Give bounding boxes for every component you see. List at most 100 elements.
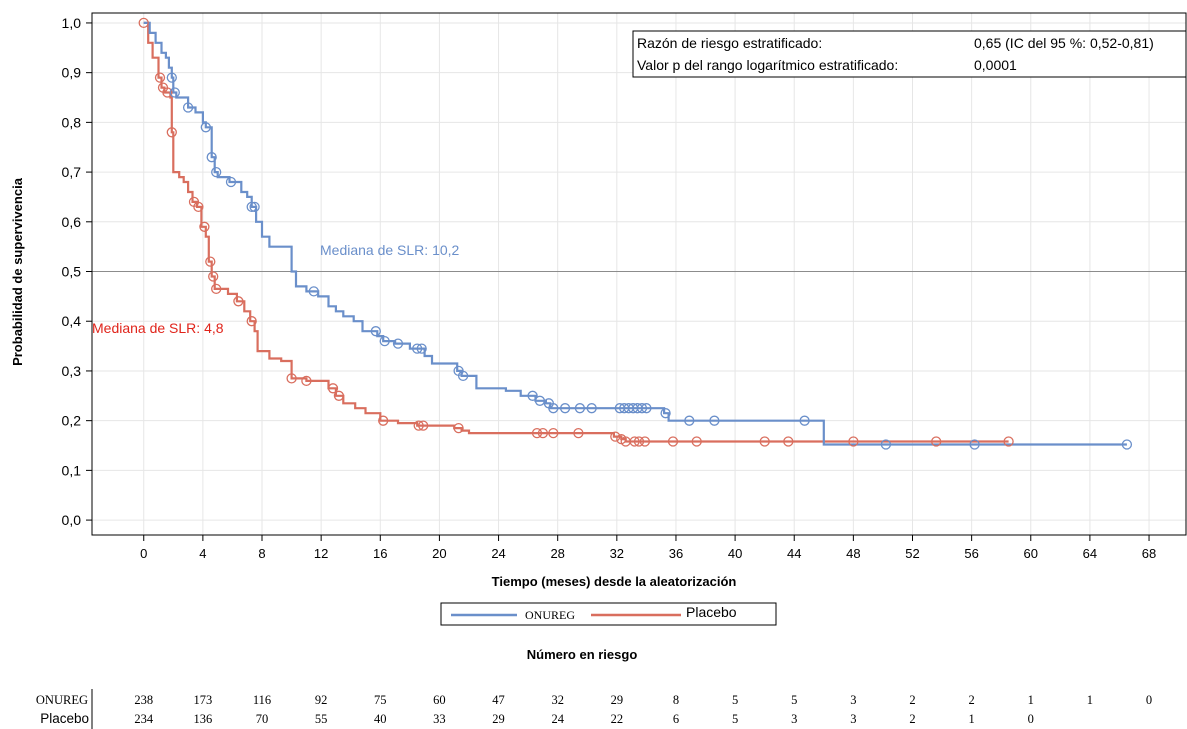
placebo-censor-mark [193,201,204,213]
placebo-censor-mark [413,420,424,431]
risk-value-placebo: 0 [1028,712,1034,726]
risk-value-onureg: 32 [551,693,564,707]
risk-value-onureg: 173 [194,693,213,707]
onureg-censor-mark [370,326,381,337]
placebo-censor-mark [531,427,543,439]
placebo-censor-mark [233,296,244,307]
x-tick-label: 52 [905,546,919,561]
placebo-censor-mark [629,436,640,447]
risk-value-onureg: 47 [492,693,505,707]
placebo-censor-mark [931,436,942,447]
x-axis-ticks: 0 4 8 12 16 20 24 28 32 36 40 44 48 52 56 60 64 68 [140,535,1156,561]
x-tick-label: 60 [1024,546,1038,561]
placebo-censor-mark [573,427,584,439]
x-tick-label: 12 [314,546,328,561]
onureg-censor-mark [586,403,597,414]
onureg-censor-mark [660,408,671,419]
placebo-censor-mark [162,87,173,98]
onureg-censor-mark [169,87,180,98]
onureg-censor-mark [548,403,559,414]
risk-value-onureg: 8 [673,693,679,707]
risk-value-onureg: 2 [909,693,915,707]
onureg-censor-mark [249,201,260,213]
onureg-censor-mark [880,439,892,450]
x-axis-title: Tiempo (meses) desde la aleatorización [492,574,737,589]
legend-onureg-label: ONUREG [525,608,575,622]
risk-value-onureg: 116 [253,693,271,707]
risk-value-onureg: 238 [134,693,153,707]
onureg-censor-mark [416,343,427,354]
risk-value-placebo: 234 [134,712,154,726]
risk-row-label-onureg: ONUREG [36,693,88,707]
placebo-censor-mark [783,436,794,447]
risk-value-placebo: 3 [850,712,856,726]
placebo-censor-mark [759,436,770,447]
x-tick-label: 48 [846,546,860,561]
risk-value-placebo: 22 [611,712,624,726]
placebo-censor-mark [166,127,177,138]
x-tick-label: 16 [373,546,387,561]
onureg-censor-mark [684,415,695,426]
onureg-censor-mark [379,335,390,347]
onureg-censor-mark [166,72,177,83]
y-tick-label: 0,2 [62,413,82,429]
x-tick-label: 8 [258,546,265,561]
x-tick-label: 68 [1142,546,1156,561]
placebo-censor-mark [154,72,166,83]
risk-value-onureg: 1 [1028,693,1034,707]
y-tick-label: 0,3 [62,363,82,379]
onureg-median-label: Mediana de SLR: 10,2 [320,242,460,258]
placebo-censor-mark [537,427,549,439]
placebo-censor-mark [418,420,429,431]
placebo-censor-mark [639,436,651,447]
placebo-curve [143,21,1009,443]
placebo-censor-mark [246,316,257,327]
placebo-censor-mark [1003,436,1014,447]
legend: ONUREG Placebo [440,602,777,626]
y-tick-label: 0,8 [62,114,82,130]
placebo-median-label: Mediana de SLR: 4,8 [92,320,224,336]
grid-lines [92,13,1186,535]
risk-value-placebo: 5 [732,712,738,726]
placebo-censor-mark [610,431,621,442]
risk-value-onureg: 5 [791,693,797,707]
y-axis-title: Probabilidad de supervivencia [10,177,25,366]
x-tick-label: 64 [1083,546,1097,561]
series-layer [143,21,1127,446]
onureg-censor-mark [392,338,404,349]
x-tick-label: 24 [491,546,505,561]
risk-value-placebo: 2 [909,712,915,726]
risk-value-placebo: 3 [791,712,797,726]
y-tick-label: 0,6 [62,214,82,230]
y-tick-label: 0,9 [62,65,82,81]
x-tick-label: 36 [669,546,683,561]
stats-p-value: 0,0001 [974,57,1017,73]
stats-box: Razón de riesgo estratificado: 0,65 (IC … [632,30,1187,78]
stats-box-frame [632,30,1187,78]
y-tick-label: 0,5 [62,264,82,280]
onureg-censor-mark [200,122,211,133]
placebo-censor-mark [453,422,464,434]
y-tick-label: 0,0 [62,512,82,528]
onureg-censor-mark [308,286,319,297]
onureg-censor-mark [211,166,222,178]
x-tick-label: 4 [199,546,206,561]
risk-value-placebo: 55 [315,712,328,726]
onureg-censor-mark [799,415,810,426]
placebo-censor-mark [333,390,345,401]
risk-value-placebo: 33 [433,712,446,726]
x-tick-label: 28 [550,546,564,561]
risk-value-placebo: 1 [969,712,975,726]
onureg-censor-mark [709,415,720,426]
onureg-censor-mark [641,403,652,414]
onureg-censor-mark [636,403,648,414]
risk-value-onureg: 29 [611,693,624,707]
onureg-censor-mark [457,370,469,382]
plot-frame [91,12,1187,536]
x-tick-label: 20 [432,546,446,561]
risk-table-title: Número en riesgo [527,647,638,662]
x-tick-label: 56 [964,546,978,561]
placebo-censor-mark [199,221,210,232]
